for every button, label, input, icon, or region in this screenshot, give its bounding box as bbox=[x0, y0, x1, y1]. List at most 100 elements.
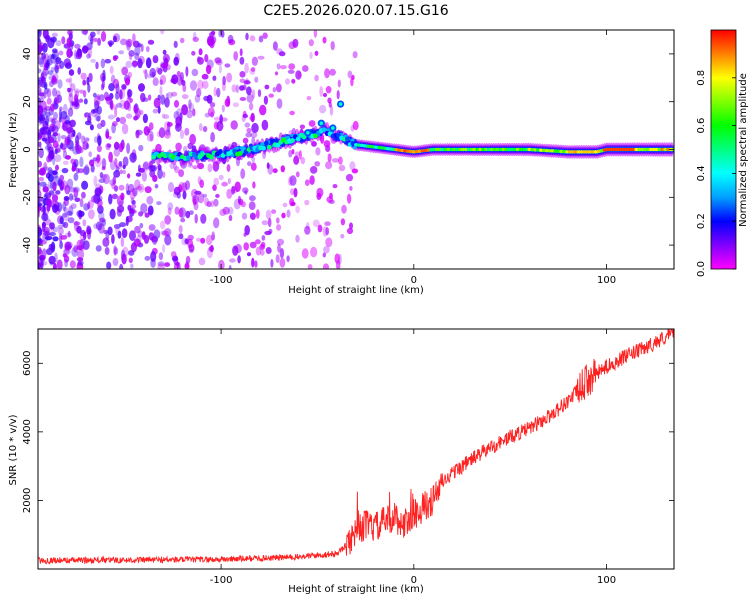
spectrogram-noise-cell bbox=[109, 92, 114, 100]
spectrogram-ridge-cell bbox=[489, 147, 494, 152]
spectrogram-noise-cell bbox=[293, 155, 300, 165]
spectrogram-noise-cell bbox=[83, 98, 88, 105]
spectrogram-noise-cell bbox=[267, 217, 272, 228]
spectrogram-ridge-cell bbox=[344, 136, 350, 142]
spectrogram-ridge-cell bbox=[544, 149, 549, 153]
spectrogram-noise-cell bbox=[54, 66, 59, 71]
snr-frame bbox=[37, 328, 675, 570]
spectrogram-ridge-cell bbox=[617, 147, 622, 152]
spectrogram-ridge-cell bbox=[475, 147, 480, 152]
spectrogram-ridge-cell bbox=[220, 153, 226, 158]
spectrogram-noise-cell bbox=[101, 174, 107, 180]
spectrogram-ridge-cell bbox=[550, 149, 555, 153]
spectrogram-x-tick-label: -100 bbox=[210, 275, 233, 286]
spectrogram-noise-cell bbox=[144, 186, 152, 194]
spectrogram-ridge-cell bbox=[614, 147, 619, 152]
spectrogram-noise-cell bbox=[213, 116, 220, 121]
spectrogram-noise-cell bbox=[38, 255, 44, 261]
spectrogram-noise-cell bbox=[38, 202, 42, 207]
spectrogram-noise-cell bbox=[295, 70, 302, 80]
spectrogram-ridge-cell bbox=[356, 143, 361, 147]
spectrogram-x-label: Height of straight line (km) bbox=[288, 285, 424, 296]
spectrogram-noise-cell bbox=[294, 151, 301, 157]
spectrogram-ridge-cell bbox=[209, 154, 214, 160]
spectrogram-noise-cell bbox=[57, 227, 64, 235]
spectrogram-noise-cell bbox=[141, 171, 147, 182]
spectrogram-noise-cell bbox=[59, 186, 64, 192]
spectrogram-noise-cell bbox=[213, 177, 219, 186]
spectrogram-x-tick-label: 100 bbox=[597, 275, 616, 286]
spectrogram-noise-cell bbox=[316, 187, 324, 198]
spectrogram-noise-cell bbox=[174, 166, 180, 174]
spectrogram-noise-cell bbox=[297, 72, 302, 78]
spectrogram-ridge-cell bbox=[637, 147, 642, 152]
spectrogram-y-tick-label: 40 bbox=[22, 48, 33, 61]
spectrogram-noise-cell bbox=[144, 255, 151, 261]
spectrogram-noise-cell bbox=[116, 195, 124, 207]
spectrogram-ridge-cell bbox=[429, 148, 434, 152]
spectrogram-noise-cell bbox=[57, 224, 64, 230]
spectrogram-noise-cell bbox=[274, 71, 279, 76]
spectrogram-x-tick-label: 0 bbox=[411, 275, 417, 286]
spectrogram-noise-cell bbox=[106, 143, 112, 148]
spectrogram-noise-cell bbox=[38, 87, 42, 94]
spectrogram-noise-cell bbox=[46, 143, 54, 155]
spectrogram-noise-cell bbox=[135, 172, 142, 177]
spectrogram-noise-cell bbox=[61, 36, 66, 45]
spectrogram-noise-cell bbox=[140, 203, 148, 214]
spectrogram-noise-cell bbox=[218, 174, 224, 180]
spectrogram-noise-cell bbox=[206, 201, 212, 208]
spectrogram-noise-cell bbox=[208, 245, 214, 252]
spectrogram-noise-cell bbox=[95, 221, 103, 231]
spectrogram-noise-cell bbox=[189, 133, 197, 145]
spectrogram-noise-cell bbox=[38, 30, 43, 37]
spectrogram-noise-cell bbox=[135, 129, 140, 139]
spectrogram-noise-cell bbox=[88, 112, 92, 118]
spectrogram-noise-cell bbox=[221, 181, 228, 187]
spectrogram-noise-cell bbox=[50, 66, 55, 73]
spectrogram-noise-cell bbox=[38, 225, 41, 234]
spectrogram-noise-cell bbox=[52, 169, 59, 179]
spectrogram-noise-cell bbox=[251, 257, 255, 268]
spectrogram-noise-cell bbox=[75, 50, 83, 60]
spectrogram-noise-cell bbox=[211, 231, 215, 241]
spectrogram-band-cell bbox=[350, 138, 355, 142]
spectrogram-noise-cell bbox=[97, 135, 102, 147]
spectrogram-noise-cell bbox=[350, 124, 355, 132]
spectrogram-noise-cell bbox=[293, 187, 298, 198]
spectrogram-ridge-cell bbox=[321, 127, 327, 133]
spectrogram-noise-cell bbox=[251, 122, 259, 134]
spectrogram-noise-cell bbox=[46, 141, 52, 150]
spectrogram-noise-cell bbox=[131, 204, 137, 209]
spectrogram-blob-core bbox=[306, 130, 310, 135]
spectrogram-noise-cell bbox=[250, 67, 256, 72]
spectrogram-noise-cell bbox=[219, 209, 227, 216]
spectrogram-ridge-cell bbox=[536, 148, 541, 152]
spectrogram-ridge-cell bbox=[269, 139, 275, 144]
spectrogram-noise-cell bbox=[167, 182, 175, 193]
spectrogram-noise-cell bbox=[160, 62, 168, 69]
spectrogram-noise-cell bbox=[304, 179, 310, 186]
spectrogram-noise-cell bbox=[205, 64, 212, 75]
spectrogram-noise-cell bbox=[251, 56, 258, 66]
spectrogram-noise-cell bbox=[194, 213, 198, 224]
spectrogram-noise-cell bbox=[325, 237, 333, 248]
spectrogram-noise-cell bbox=[66, 210, 73, 216]
spectrogram-noise-cell bbox=[99, 94, 105, 102]
spectrogram-noise-cell bbox=[76, 225, 82, 234]
spectrogram-noise-cell bbox=[125, 60, 133, 68]
spectrogram-noise-cell bbox=[310, 246, 318, 258]
spectrogram-noise-cell bbox=[144, 212, 150, 218]
spectrogram-noise-cell bbox=[78, 210, 85, 217]
spectrogram-noise-cell bbox=[286, 209, 291, 218]
spectrogram-noise-cell bbox=[173, 191, 179, 198]
spectrogram-ridge-cell bbox=[458, 147, 463, 152]
spectrogram-noise-cell bbox=[272, 87, 277, 93]
spectrogram-noise-cell bbox=[326, 196, 334, 203]
spectrogram-noise-cell bbox=[113, 141, 120, 150]
spectrogram-ridge-cell bbox=[663, 147, 668, 152]
spectrogram-noise-cell bbox=[132, 187, 138, 197]
spectrogram-noise-cell bbox=[38, 30, 42, 38]
spectrogram-noise-cell bbox=[45, 115, 49, 126]
spectrogram-ridge-cell bbox=[541, 148, 546, 152]
